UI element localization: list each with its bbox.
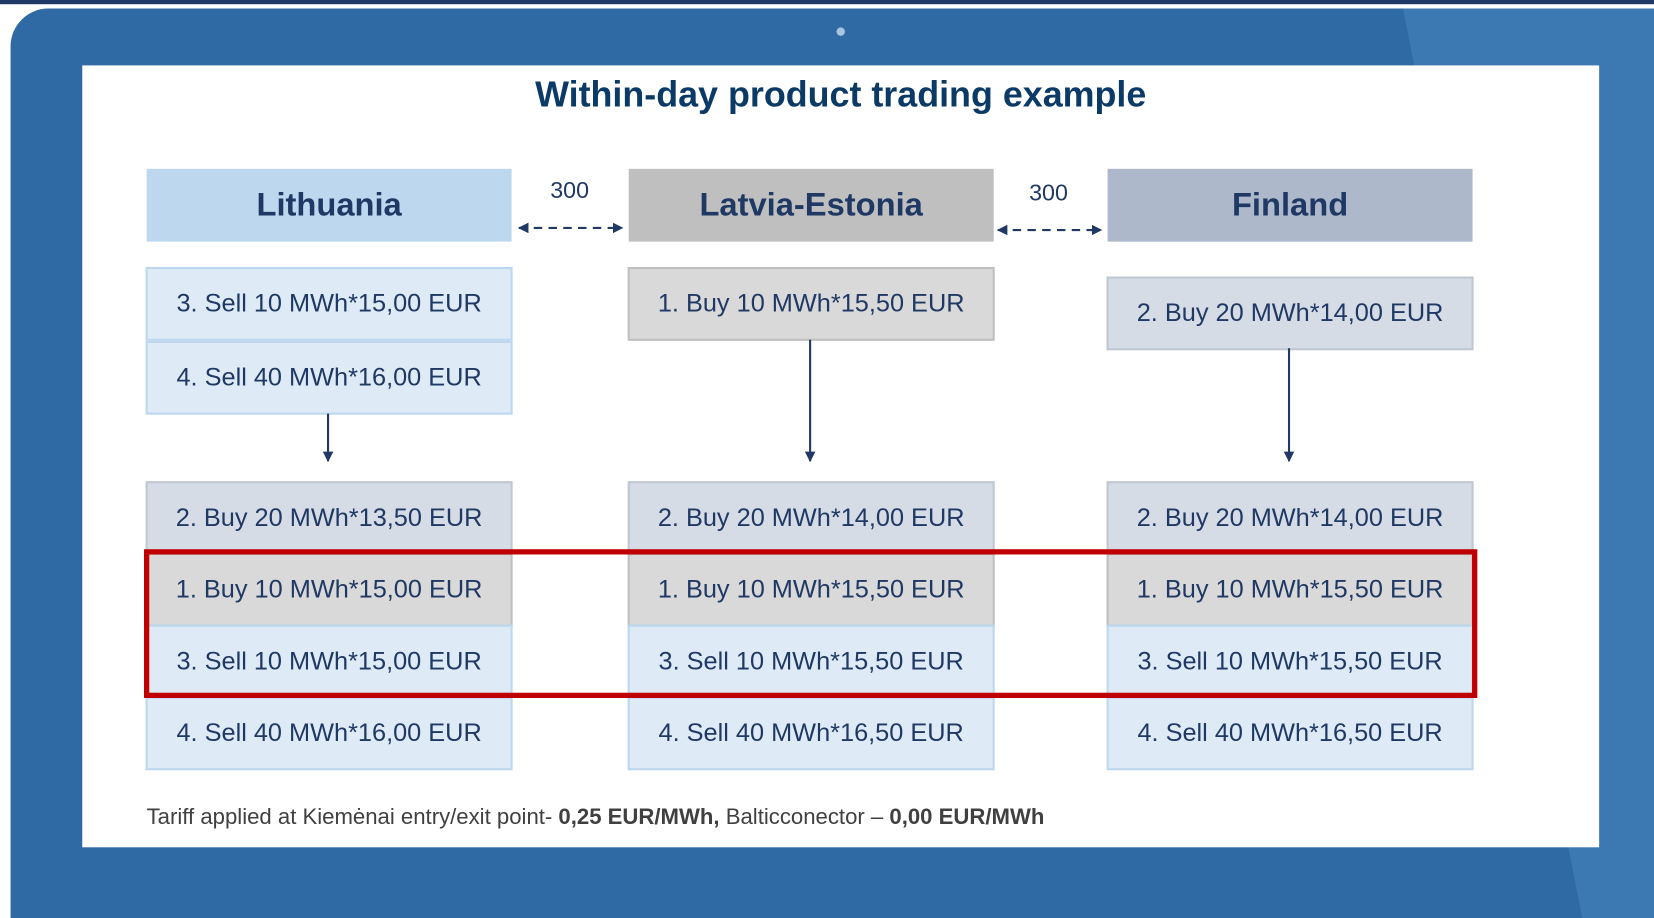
order-text: 1. Buy 10 MWh*15,50 EUR	[1137, 576, 1444, 604]
order-box	[1106, 624, 1474, 699]
order-box	[145, 696, 513, 771]
column-header	[1107, 168, 1473, 242]
order-text: 3. Sell 10 MWh*15,00 EUR	[176, 647, 481, 675]
order-text: 4. Sell 40 MWh*16,50 EUR	[659, 719, 964, 747]
order-text: 2. Buy 20 MWh*13,50 EUR	[176, 504, 483, 532]
order-box	[627, 481, 995, 556]
column-header	[628, 168, 994, 242]
order-text: 4. Sell 40 MWh*16,00 EUR	[176, 363, 481, 391]
order-box	[627, 624, 995, 699]
order-text: 2. Buy 20 MWh*14,00 EUR	[1137, 299, 1444, 327]
column-header-text: Latvia-Estonia	[699, 185, 923, 222]
order-box	[1106, 552, 1474, 627]
order-text: 3. Sell 10 MWh*15,50 EUR	[1137, 647, 1442, 675]
order-text: 4. Sell 40 MWh*16,00 EUR	[176, 719, 481, 747]
camera	[836, 27, 845, 36]
column-header-text: Finland	[1232, 185, 1348, 222]
order-text: 1. Buy 10 MWh*15,50 EUR	[658, 290, 965, 318]
column-header	[146, 168, 512, 242]
capacity-label: 300	[1029, 179, 1068, 205]
order-box	[1106, 696, 1474, 771]
order-text: 3. Sell 10 MWh*15,00 EUR	[176, 290, 481, 318]
order-text: 3. Sell 10 MWh*15,50 EUR	[659, 647, 964, 675]
order-text: 1. Buy 10 MWh*15,00 EUR	[176, 576, 483, 604]
footer-segment: Balticconector –	[720, 804, 890, 829]
footer-segment: Tariff applied at Kiemėnai entry/exit po…	[147, 804, 559, 829]
order-text: 2. Buy 20 MWh*14,00 EUR	[1137, 504, 1444, 532]
order-box	[145, 266, 513, 341]
footer-segment: 0,25 EUR/MWh,	[558, 804, 719, 829]
top-strip	[0, 0, 1654, 5]
order-text: 2. Buy 20 MWh*14,00 EUR	[658, 504, 965, 532]
order-box	[627, 696, 995, 771]
order-text: 4. Sell 40 MWh*16,50 EUR	[1137, 719, 1442, 747]
order-text: 1. Buy 10 MWh*15,50 EUR	[658, 576, 965, 604]
order-box	[1106, 481, 1474, 556]
order-box	[627, 266, 995, 341]
title: Within-day product trading example	[535, 75, 1146, 115]
order-box	[1106, 276, 1474, 351]
footer-segment: 0,00 EUR/MWh	[889, 804, 1044, 829]
highlight-frame	[143, 549, 1478, 698]
order-box	[627, 552, 995, 627]
capacity-label: 300	[550, 177, 589, 203]
column-header-text: Lithuania	[256, 185, 402, 222]
footer-text: Tariff applied at Kiemėnai entry/exit po…	[147, 804, 1045, 829]
